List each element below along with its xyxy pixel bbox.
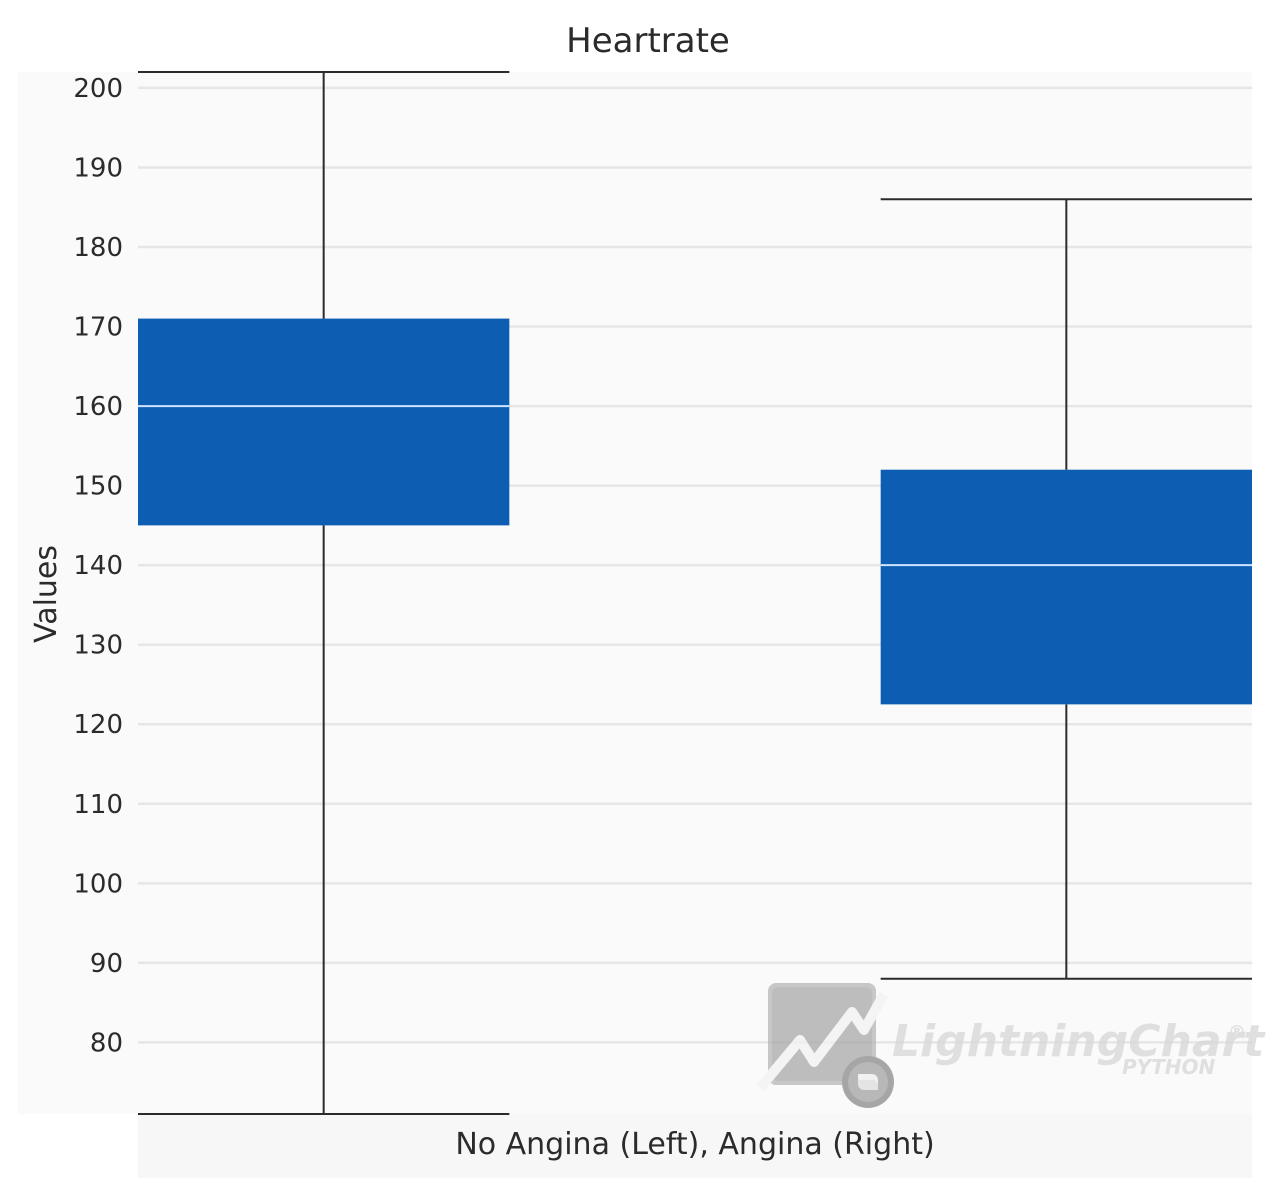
lightningchart-watermark: LightningChart ® PYTHON (756, 983, 1266, 1108)
y-tick-label-180: 180 (73, 233, 123, 263)
y-tick-label-150: 150 (73, 472, 123, 502)
y-tick-label-190: 190 (73, 153, 123, 183)
iqr-box (880, 469, 1252, 705)
box-series (138, 71, 1252, 1115)
x-axis-band (138, 1114, 1252, 1178)
x-axis-title: No Angina (Left), Angina (Right) (455, 1127, 934, 1162)
box-no-angina (138, 71, 510, 1115)
y-tick-label-200: 200 (73, 74, 123, 104)
y-tick-label-120: 120 (73, 710, 123, 740)
watermark-registered: ® (1228, 1022, 1246, 1043)
y-tick-label-90: 90 (90, 949, 123, 979)
box-angina (880, 198, 1252, 980)
watermark-sub: PYTHON (1122, 1055, 1216, 1079)
y-tick-label-170: 170 (73, 313, 123, 343)
iqr-box (138, 318, 510, 526)
lightningchart-logo-icon (756, 983, 894, 1108)
y-tick-label-130: 130 (73, 631, 123, 661)
y-axis-ticks: 80 90 100 110 120 130 140 150 160 170 180 190 200 (73, 74, 123, 1059)
y-tick-label-80: 80 (90, 1028, 123, 1058)
y-tick-label-100: 100 (73, 869, 123, 899)
y-axis-title: Values (29, 545, 64, 643)
chart-title: Heartrate (566, 21, 730, 61)
y-tick-label-160: 160 (73, 392, 123, 422)
watermark-brand: LightningChart (892, 1016, 1266, 1067)
y-tick-label-110: 110 (73, 790, 123, 820)
y-tick-label-140: 140 (73, 551, 123, 581)
